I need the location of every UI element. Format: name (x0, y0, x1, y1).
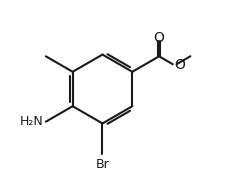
Text: Br: Br (96, 158, 109, 171)
Text: H₂N: H₂N (20, 115, 44, 128)
Text: O: O (174, 58, 185, 72)
Text: O: O (154, 31, 164, 45)
